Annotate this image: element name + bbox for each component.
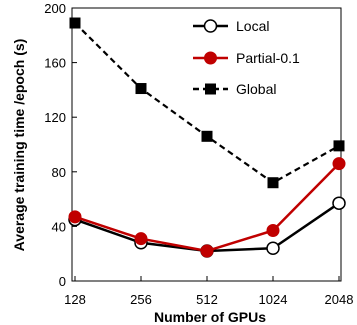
global-point — [267, 177, 279, 189]
series-layer — [68, 17, 346, 258]
x-tick-label: 256 — [130, 292, 152, 307]
x-axis: 128 256 512 1024 2048 — [64, 276, 353, 307]
plot-frame — [71, 7, 342, 282]
legend-local-label: Local — [236, 18, 269, 34]
x-tick-label: 128 — [64, 292, 86, 307]
x-tick-label: 2048 — [325, 292, 354, 307]
partial-0-1-point — [266, 223, 280, 237]
legend-global-label: Global — [236, 81, 276, 97]
local-point — [203, 19, 218, 33]
legend-partial-0-1-label: Partial-0.1 — [236, 50, 300, 66]
partial-0-1-point — [134, 232, 148, 246]
y-tick-label: 200 — [44, 1, 66, 16]
partial-0-1-point — [332, 157, 346, 171]
local-point — [332, 196, 346, 210]
y-tick-label: 0 — [59, 274, 66, 289]
partial-0-1-series — [68, 157, 346, 258]
y-axis-label: Average training time /epoch (s) — [11, 39, 27, 252]
global-line — [74, 22, 340, 184]
y-tick-label: 120 — [44, 110, 66, 125]
partial-0-1-point — [204, 51, 217, 65]
partial-0-1-point — [200, 244, 214, 258]
global-point — [205, 83, 216, 95]
global-point — [135, 83, 147, 95]
local-line — [74, 202, 340, 253]
partial-0-1-point — [68, 210, 82, 224]
legend: Local Partial-0.1 Global — [193, 18, 300, 97]
global-point — [333, 140, 345, 152]
y-tick-label: 40 — [52, 219, 66, 234]
y-tick-label: 80 — [52, 165, 66, 180]
local-point — [266, 241, 280, 255]
y-axis: 0 40 80 120 160 200 — [44, 1, 77, 289]
partial-0-1-line — [74, 162, 340, 253]
global-point — [201, 130, 213, 142]
y-tick-label: 160 — [44, 56, 66, 71]
x-axis-label: Number of GPUs — [154, 309, 266, 325]
x-tick-label: 1024 — [259, 292, 288, 307]
global-point — [69, 17, 81, 29]
global-series — [69, 17, 345, 189]
x-tick-label: 512 — [196, 292, 218, 307]
